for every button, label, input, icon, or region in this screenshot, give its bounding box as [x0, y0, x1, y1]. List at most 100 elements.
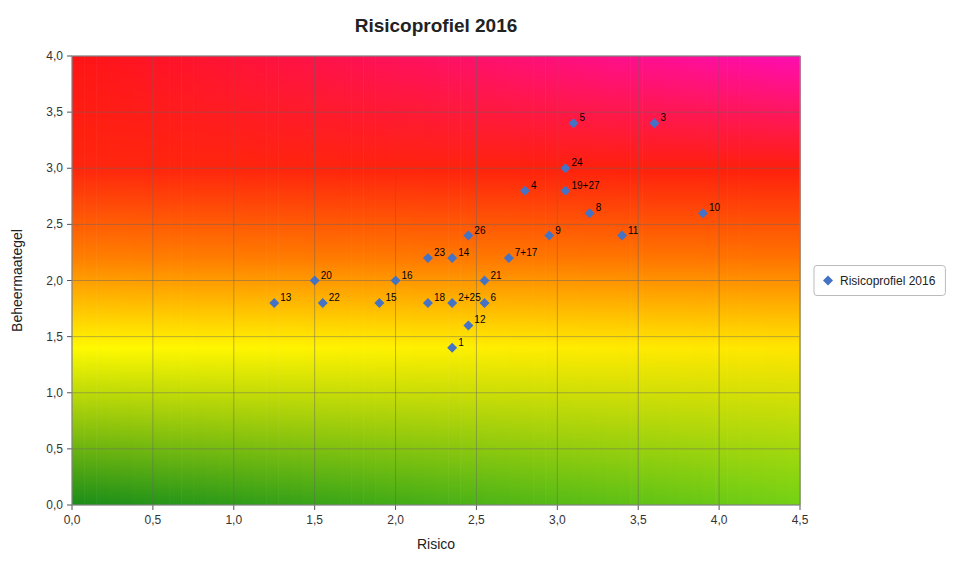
point: [617, 231, 627, 241]
tick-label-y: 2,5: [46, 217, 63, 231]
tick-y: [67, 168, 72, 169]
tick-label-x: 4,5: [792, 513, 809, 527]
point: [560, 186, 570, 196]
tick-y: [67, 112, 72, 113]
tick-label-y: 3,0: [46, 161, 63, 175]
legend: Risicoprofiel 2016: [814, 266, 945, 296]
points: [269, 118, 708, 353]
tick-y: [67, 56, 72, 57]
point: [520, 186, 530, 196]
point: [649, 118, 659, 128]
tick-y: [67, 280, 72, 281]
tick-label-x: 2,5: [468, 513, 485, 527]
point-label: 1: [458, 337, 464, 348]
tick-x: [800, 505, 801, 510]
chart: 0,00,51,01,52,02,53,03,54,04,50,00,51,01…: [0, 0, 975, 573]
tick-x: [395, 505, 396, 510]
point-label: 3: [660, 112, 666, 123]
point-label: 7+17: [515, 247, 538, 258]
tick-label-x: 4,0: [711, 513, 728, 527]
background: [72, 56, 801, 505]
tick-x: [638, 505, 639, 510]
grid-line-y: [72, 448, 800, 449]
point: [544, 231, 554, 241]
tick-x: [314, 505, 315, 510]
point-label: 22: [329, 292, 341, 303]
tick-label-x: 1,0: [225, 513, 242, 527]
point: [560, 163, 570, 173]
tick-label-x: 0,0: [64, 513, 81, 527]
point-label: 21: [491, 270, 503, 281]
point-label: 2+25: [458, 292, 481, 303]
point: [463, 320, 473, 330]
tick-x: [152, 505, 153, 510]
axes: 0,00,51,01,52,02,53,03,54,04,50,00,51,01…: [46, 49, 808, 527]
tick-y: [67, 336, 72, 337]
title: Risicoprofiel 2016: [355, 15, 518, 36]
tick-x: [72, 505, 73, 510]
point: [463, 231, 473, 241]
point-label: 23: [434, 247, 446, 258]
tick-label-y: 0,0: [46, 498, 63, 512]
point: [374, 298, 384, 308]
grid-line-y: [72, 392, 800, 393]
tick-label-x: 2,0: [387, 513, 404, 527]
point-label: 11: [628, 225, 639, 236]
point: [480, 298, 490, 308]
point-label: 15: [385, 292, 397, 303]
point: [318, 298, 328, 308]
point: [447, 343, 457, 353]
point-label: 6: [491, 292, 497, 303]
point-label: 12: [474, 314, 486, 325]
tick-label-y: 3,5: [46, 105, 63, 119]
point: [423, 253, 433, 263]
point-label: 19+27: [571, 180, 600, 191]
tick-y: [67, 392, 72, 393]
point: [391, 276, 401, 286]
grid-line-y: [72, 224, 800, 225]
point-label: 14: [458, 247, 470, 258]
tick-x: [557, 505, 558, 510]
point: [310, 276, 320, 286]
tick-label-y: 1,5: [46, 330, 63, 344]
point-label: 5: [580, 112, 586, 123]
tick-y: [67, 448, 72, 449]
tick-x: [233, 505, 234, 510]
point: [447, 253, 457, 263]
x-axis-label: Risico: [417, 536, 455, 552]
grid-line-y: [72, 280, 800, 281]
point: [480, 276, 490, 286]
point: [447, 298, 457, 308]
point-label: 18: [434, 292, 446, 303]
plot-frame: [72, 56, 800, 505]
tick-label-y: 4,0: [46, 49, 63, 63]
grid-line-y: [72, 336, 800, 337]
point-label: 20: [321, 270, 333, 281]
point: [698, 208, 708, 218]
tick-label-x: 3,0: [549, 513, 566, 527]
tick-label-x: 1,5: [306, 513, 323, 527]
point: [569, 118, 579, 128]
legend-label: Risicoprofiel 2016: [840, 274, 936, 288]
point-label: 24: [571, 157, 583, 168]
tick-y: [67, 224, 72, 225]
legend-marker: [823, 276, 833, 286]
point-label: 10: [709, 202, 721, 213]
tick-label-y: 2,0: [46, 274, 63, 288]
tick-label-y: 1,0: [46, 386, 63, 400]
tick-x: [719, 505, 720, 510]
point-label: 13: [280, 292, 292, 303]
grid-line-y: [72, 168, 800, 169]
point: [504, 253, 514, 263]
point-labels: 5324419+278102691123147+1720162113221518…: [280, 112, 720, 348]
point: [269, 298, 279, 308]
point-label: 8: [596, 202, 602, 213]
legend-box: [814, 266, 945, 296]
grid-line-y: [72, 112, 800, 113]
y-axis-label: Beheermaategel: [9, 229, 25, 332]
point-label: 9: [555, 225, 561, 236]
tick-y: [67, 505, 72, 506]
point: [423, 298, 433, 308]
point-label: 4: [531, 180, 537, 191]
tick-label-x: 3,5: [630, 513, 647, 527]
